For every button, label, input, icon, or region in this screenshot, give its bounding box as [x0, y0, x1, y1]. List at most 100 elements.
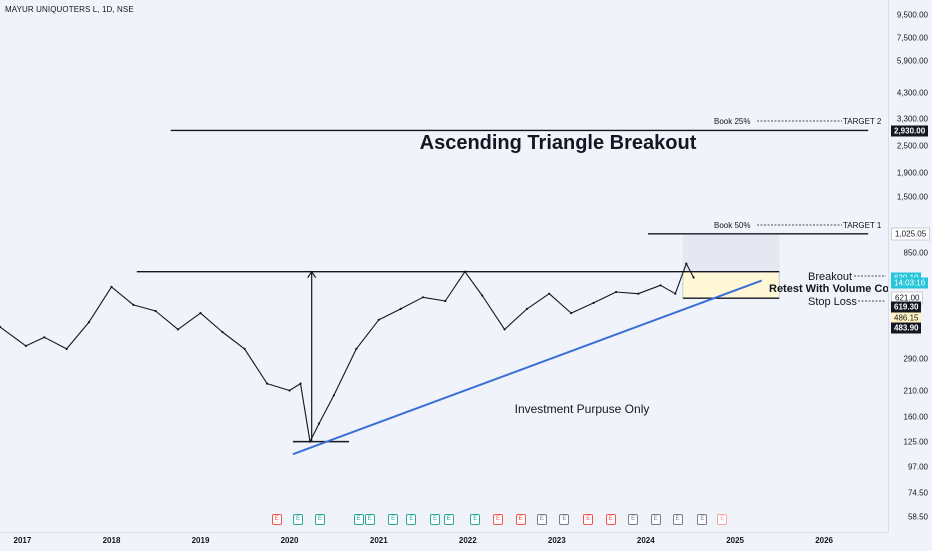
price-point [288, 389, 291, 392]
price-point [65, 347, 68, 350]
earnings-icon[interactable]: E [293, 514, 303, 525]
price-point [659, 284, 662, 287]
price-point [674, 292, 677, 295]
earnings-icon[interactable]: E [628, 514, 639, 525]
stoploss-label: Stop Loss [808, 296, 857, 308]
time-tick-label: 2018 [102, 536, 121, 545]
price-point [548, 292, 551, 295]
price-tick-label: 1,900.00 [896, 168, 928, 178]
earnings-icon[interactable]: E [536, 514, 547, 525]
price-points [0, 262, 695, 443]
time-axis[interactable]: 2017 2018 2019 2020 2021 2022 2023 2024 2025 2026 [0, 532, 888, 551]
price-point [637, 292, 640, 295]
price-tick-label: 5,900.00 [896, 56, 928, 66]
earnings-icon[interactable]: E [353, 514, 364, 525]
price-point [355, 347, 358, 350]
price-tick-label: 74.50 [907, 488, 928, 498]
time-tick-label: 2025 [726, 536, 744, 545]
arrow-head [307, 270, 317, 279]
time-tick-label: 2023 [547, 536, 566, 545]
price-tick-label: 3,300.00 [896, 114, 928, 124]
earnings-icon[interactable]: E [583, 514, 594, 525]
price-point [199, 312, 202, 315]
price-point [176, 328, 180, 331]
earnings-icon[interactable]: E [672, 514, 683, 525]
price-tick-label: 9,500.00 [896, 10, 928, 19]
earnings-icon[interactable]: E [406, 514, 417, 525]
time-tick-label: 2017 [13, 536, 32, 545]
price-point [481, 294, 484, 297]
price-tick-label: 97.00 [907, 462, 928, 472]
earnings-icon[interactable]: E [443, 514, 454, 525]
breakout-highlight-zone [682, 233, 780, 272]
price-point [308, 440, 312, 443]
earnings-icon[interactable]: E [697, 514, 708, 525]
price-point [463, 270, 466, 273]
price-tick-label: 210.00 [903, 386, 928, 395]
price-tick-label: 125.00 [903, 437, 928, 447]
book25-label: Book 25% [714, 117, 750, 126]
price-point [377, 318, 380, 321]
target1-label: TARGET 1 [843, 221, 882, 230]
time-tick-label: 2019 [191, 536, 210, 545]
time-tick-label: 2026 [815, 536, 833, 545]
price-axis[interactable]: 9,500.00 7,500.00 5,900.00 4,300.00 3,300.00… [888, 0, 932, 532]
earnings-icon[interactable]: E [650, 514, 661, 525]
price-point [0, 325, 2, 328]
price-tick-label: 160.00 [903, 412, 928, 422]
target2-label: TARGET 2 [843, 117, 882, 126]
price-chart[interactable]: Ascending Triangle Breakout Investment P… [0, 0, 888, 532]
price-point [243, 347, 246, 350]
time-tick-label: 2024 [636, 536, 655, 545]
price-tag[interactable]: 619.30 [891, 301, 922, 313]
price-tick-label: 7,500.00 [896, 33, 928, 43]
book50-label: Book 50% [714, 221, 750, 230]
price-tick-label: 58.50 [907, 512, 928, 521]
price-tick-label: 850.00 [903, 248, 928, 257]
price-tag[interactable]: 1,025.05 [891, 227, 931, 241]
price-point [615, 290, 618, 294]
earnings-icon[interactable]: E [364, 514, 375, 525]
earnings-icon[interactable]: E [515, 514, 526, 525]
price-point [685, 262, 688, 265]
price-point [525, 307, 529, 310]
price-point [444, 299, 447, 303]
earnings-icon[interactable]: E [315, 514, 325, 525]
price-tag[interactable]: 2,930.00 [891, 125, 929, 136]
price-point [421, 296, 424, 299]
price-tag[interactable]: 486.15 [891, 312, 922, 323]
price-tick-label: 2,500.00 [896, 141, 928, 151]
price-tag[interactable]: 14:03:16 [891, 277, 929, 289]
time-tick-label: 2020 [280, 536, 299, 545]
price-tick-label: 4,300.00 [896, 88, 928, 98]
earnings-icon[interactable]: E [717, 514, 728, 525]
earnings-icon[interactable]: E [605, 514, 616, 525]
price-point [692, 276, 695, 279]
earnings-icon[interactable]: E [470, 514, 481, 525]
chart-title: Ascending Triangle Breakout [420, 132, 697, 154]
price-point [154, 309, 157, 313]
price-point [399, 307, 402, 310]
retest-zone [682, 271, 780, 299]
time-tick-label: 2021 [369, 536, 388, 545]
price-point [332, 394, 335, 397]
price-tick-label: 290.00 [903, 354, 928, 364]
earnings-icon[interactable]: E [559, 514, 570, 525]
price-series-line[interactable] [0, 263, 695, 443]
price-point [132, 303, 135, 306]
price-tick-label: 1,500.00 [896, 192, 928, 201]
symbol-header[interactable]: MAYUR UNIQUOTERS L, 1D, NSE [5, 5, 134, 14]
price-point [87, 321, 91, 324]
price-point [503, 328, 506, 331]
uptrend-line[interactable] [292, 279, 763, 456]
earnings-icon[interactable]: E [271, 514, 282, 525]
investment-note: Investment Purpuse Only [515, 402, 650, 416]
price-point [570, 312, 573, 315]
price-tag[interactable]: 483.90 [891, 322, 922, 334]
earnings-icon[interactable]: E [493, 514, 503, 525]
earnings-icon[interactable]: E [430, 514, 441, 525]
price-point [266, 382, 269, 385]
earnings-icon[interactable]: E [388, 514, 399, 525]
price-point [592, 301, 595, 304]
retest-label: Retest With Volume Co [769, 283, 888, 295]
